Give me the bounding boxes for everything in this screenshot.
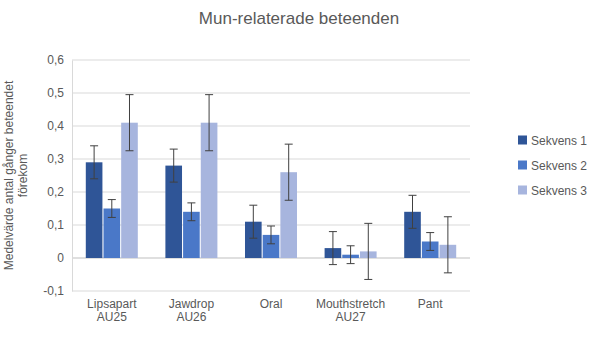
y-tick-label: 0,2 (47, 185, 64, 199)
y-tick: -0,1 (43, 284, 72, 298)
error-bar (285, 144, 293, 200)
legend-swatch (518, 161, 527, 170)
grid-line (72, 60, 470, 61)
legend-item: Sekvens 2 (518, 159, 587, 173)
y-tick: 0,1 (47, 218, 72, 232)
y-tick-label: 0 (57, 251, 64, 265)
x-tick-label: LipsapartAU25 (87, 297, 137, 325)
legend-item: Sekvens 3 (518, 184, 587, 198)
chart: Mun-relaterade beteenden -0,1 0 0,1 0,2 0,3 0,… (0, 0, 598, 341)
y-axis: -0,1 0 0,1 0,2 0,3 0,4 0,5 0,6 (43, 53, 72, 298)
error-bar (187, 203, 195, 221)
y-tick-label: -0,1 (43, 284, 64, 298)
error-bar (347, 246, 355, 264)
error-bar (267, 226, 275, 244)
legend-swatch (518, 186, 527, 195)
x-tick: MouthstretchAU27 (316, 291, 385, 324)
x-axis: LipsapartAU25 JawdropAU26 Oral Mouthstretch… (73, 291, 471, 324)
x-tick-label: Oral (260, 297, 283, 311)
error-bar (444, 217, 452, 273)
x-tick: Oral (260, 291, 283, 311)
error-bar (125, 95, 133, 151)
bars (86, 123, 456, 258)
legend-label: Sekvens 2 (531, 159, 587, 173)
grid (72, 60, 470, 291)
x-tick: LipsapartAU25 (87, 291, 137, 324)
y-tick: 0,4 (47, 119, 72, 133)
error-bars (90, 95, 452, 280)
error-bar (90, 146, 98, 179)
y-axis-line (72, 61, 73, 292)
x-tick-label: JawdropAU26 (169, 297, 215, 325)
series (121, 123, 456, 258)
title: Mun-relaterade beteenden (199, 9, 399, 28)
x-tick: Pant (418, 291, 443, 311)
error-bar (426, 233, 434, 251)
error-bar (170, 149, 178, 182)
error-bar (108, 200, 116, 218)
y-tick-label: 0,6 (47, 53, 64, 67)
y-tick: 0,5 (47, 86, 72, 100)
series (103, 209, 438, 259)
y-tick: 0,2 (47, 185, 72, 199)
plot: -0,1 0 0,1 0,2 0,3 0,4 0,5 0,6 LipsapartAU25 Jawd… (43, 53, 470, 324)
error-bar (329, 232, 337, 265)
error-bar (364, 223, 372, 279)
y-tick-label: 0,1 (47, 218, 64, 232)
y-axis-title: Medelvärde antal gånger beteendetförekom (2, 80, 30, 270)
grid-line (72, 291, 470, 292)
x-axis-line (73, 291, 471, 292)
y-tick: 0,6 (47, 53, 72, 67)
x-tick-label: MouthstretchAU27 (316, 297, 385, 325)
error-bar (205, 95, 213, 151)
x-tick-label: Pant (418, 297, 443, 311)
error-bar (409, 195, 417, 228)
grid-line (72, 93, 470, 94)
legend: Sekvens 1 Sekvens 2 Sekvens 3 (518, 134, 587, 198)
legend-item: Sekvens 1 (518, 134, 587, 148)
y-tick-label: 0,4 (47, 119, 64, 133)
legend-label: Sekvens 1 (531, 134, 587, 148)
y-tick-label: 0,3 (47, 152, 64, 166)
legend-label: Sekvens 3 (531, 184, 587, 198)
y-tick: 0,3 (47, 152, 72, 166)
x-tick: JawdropAU26 (169, 291, 215, 324)
y-tick-label: 0,5 (47, 86, 64, 100)
legend-swatch (518, 136, 527, 145)
error-bar (249, 205, 257, 238)
y-tick: 0 (57, 251, 72, 265)
